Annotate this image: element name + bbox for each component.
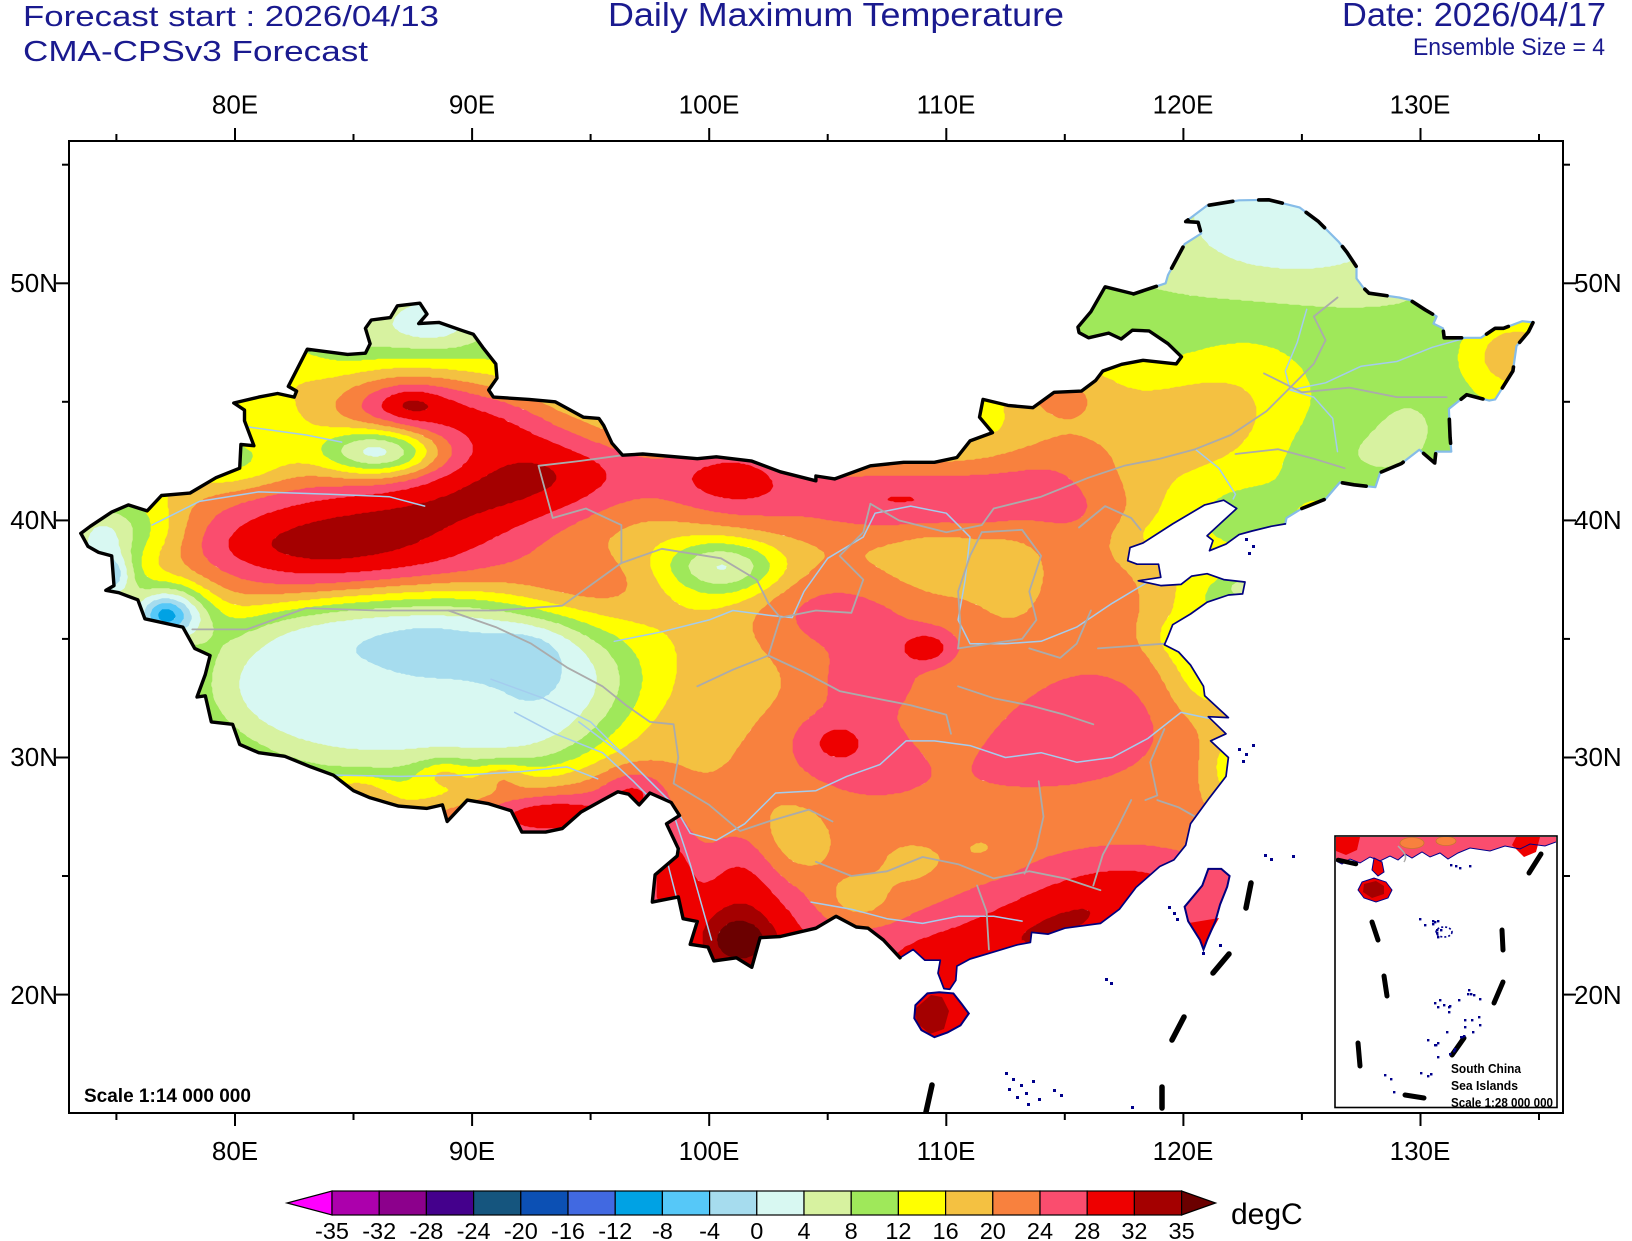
svg-text:Sea Islands: Sea Islands — [1451, 1078, 1518, 1093]
svg-text:20N: 20N — [10, 980, 58, 1010]
svg-text:30N: 30N — [10, 742, 58, 772]
svg-text:-8: -8 — [652, 1218, 673, 1241]
svg-text:degC: degC — [1231, 1198, 1303, 1231]
svg-text:South China: South China — [1451, 1061, 1522, 1076]
svg-text:120E: 120E — [1153, 1136, 1214, 1166]
svg-text:100E: 100E — [679, 1136, 740, 1166]
svg-text:8: 8 — [845, 1218, 858, 1241]
svg-text:110E: 110E — [917, 1136, 976, 1166]
svg-text:100E: 100E — [679, 90, 740, 120]
svg-text:-16: -16 — [551, 1218, 585, 1241]
svg-text:30N: 30N — [1574, 742, 1622, 772]
svg-text:Ensemble Size = 4: Ensemble Size = 4 — [1413, 34, 1605, 61]
svg-text:Scale 1:14 000 000: Scale 1:14 000 000 — [84, 1086, 251, 1107]
svg-text:16: 16 — [933, 1218, 959, 1241]
svg-text:Forecast start : 2026/04/13: Forecast start : 2026/04/13 — [23, 1, 439, 33]
svg-text:20: 20 — [980, 1218, 1006, 1241]
svg-text:130E: 130E — [1390, 90, 1451, 120]
svg-text:40N: 40N — [1574, 505, 1622, 535]
svg-text:CMA-CPSv3 Forecast: CMA-CPSv3 Forecast — [23, 36, 368, 68]
svg-text:32: 32 — [1121, 1218, 1147, 1241]
svg-text:20N: 20N — [1574, 980, 1622, 1010]
svg-text:28: 28 — [1074, 1218, 1100, 1241]
svg-text:50N: 50N — [1574, 268, 1622, 298]
svg-text:4: 4 — [797, 1218, 810, 1241]
svg-text:80E: 80E — [212, 1136, 258, 1166]
svg-text:-24: -24 — [457, 1218, 491, 1241]
svg-text:0: 0 — [750, 1218, 763, 1241]
svg-text:35: 35 — [1169, 1218, 1195, 1241]
svg-text:-32: -32 — [362, 1218, 396, 1241]
svg-text:90E: 90E — [449, 90, 495, 120]
svg-text:90E: 90E — [449, 1136, 495, 1166]
svg-text:Daily Maximum Temperature: Daily Maximum Temperature — [608, 0, 1064, 34]
svg-text:-4: -4 — [699, 1218, 720, 1241]
svg-text:Date: 2026/04/17: Date: 2026/04/17 — [1342, 0, 1606, 33]
svg-text:120E: 120E — [1153, 90, 1214, 120]
svg-text:12: 12 — [885, 1218, 911, 1241]
svg-text:130E: 130E — [1390, 1136, 1451, 1166]
svg-text:50N: 50N — [10, 268, 58, 298]
svg-text:-28: -28 — [409, 1218, 443, 1241]
svg-text:-20: -20 — [504, 1218, 538, 1241]
svg-text:40N: 40N — [10, 505, 58, 535]
svg-text:24: 24 — [1027, 1218, 1053, 1241]
svg-text:110E: 110E — [917, 90, 976, 120]
svg-text:-12: -12 — [598, 1218, 632, 1241]
svg-text:80E: 80E — [212, 90, 258, 120]
svg-text:Scale 1:28 000 000: Scale 1:28 000 000 — [1451, 1095, 1553, 1110]
svg-text:-35: -35 — [315, 1218, 349, 1241]
